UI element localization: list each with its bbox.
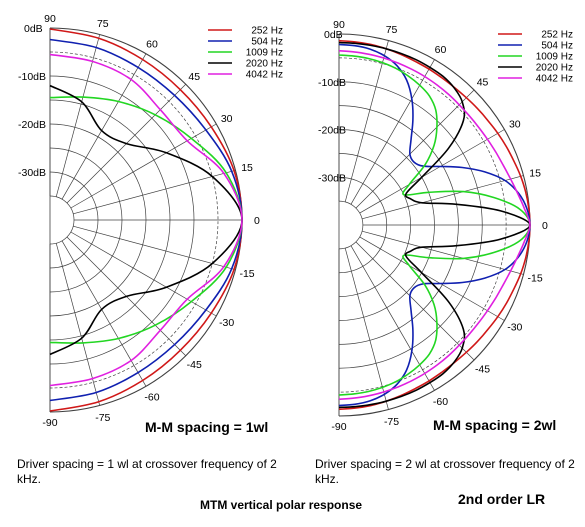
radial-tick-label: -30dB <box>18 167 46 179</box>
legend-label: 4042 Hz <box>246 70 283 81</box>
grid-spoke <box>344 40 389 203</box>
grid-ring <box>338 200 364 250</box>
angle-tick-label: -60 <box>144 392 159 404</box>
spacing-label-right: M-M spacing = 2wl <box>433 417 556 433</box>
radial-tick-label: -10dB <box>18 71 46 83</box>
legend-label: 504 Hz <box>251 37 283 48</box>
grid-spoke <box>350 245 435 391</box>
angle-tick-label: -75 <box>384 416 399 428</box>
spacing-label-left: M-M spacing = 1wl <box>145 419 268 435</box>
angle-tick-label: -30 <box>219 317 234 329</box>
angle-tick-label: -45 <box>187 359 202 371</box>
grid-spoke <box>350 59 435 205</box>
angle-tick-label: -15 <box>239 268 254 280</box>
angle-tick-label: 15 <box>241 162 253 174</box>
grid-spoke <box>61 240 147 387</box>
angle-tick-label: -90 <box>42 417 57 429</box>
angle-tick-label: 45 <box>477 76 489 88</box>
angle-tick-label: 60 <box>435 44 447 56</box>
grid-spoke <box>359 129 505 214</box>
angle-tick-label: 30 <box>509 119 521 131</box>
legend-label: 2020 Hz <box>246 59 283 70</box>
grid-spoke <box>73 225 236 271</box>
series-line-4042-hz <box>49 53 243 387</box>
angle-tick-label: 0 <box>254 215 260 227</box>
grid-spoke <box>344 247 389 410</box>
legend-label: 1009 Hz <box>246 48 283 59</box>
grid-spoke <box>70 231 217 317</box>
figure-title: MTM vertical polar response <box>200 498 363 512</box>
angle-tick-label: 0 <box>542 220 548 232</box>
legend-label: 2020 Hz <box>536 63 573 74</box>
grid-spoke <box>355 241 475 361</box>
angle-tick-label: 90 <box>333 19 345 31</box>
angle-tick-label: -45 <box>475 364 490 376</box>
crossover-order-label: 2nd order LR <box>458 491 546 507</box>
grid-spoke <box>70 123 217 209</box>
grid-spoke <box>355 89 475 209</box>
radial-tick-label: -10dB <box>318 77 346 89</box>
series-line-4042-hz <box>338 49 531 401</box>
angle-tick-label: 45 <box>188 71 200 83</box>
angle-tick-label: -90 <box>331 421 346 433</box>
radial-tick-label: -30dB <box>318 172 346 184</box>
angle-tick-label: -75 <box>95 412 110 424</box>
angle-tick-label: -15 <box>527 273 542 285</box>
polar-plot-right: 90 75 60 45 30 15 0 -15 -30 -45 -60 -75 -90 0dB -10dB -… <box>318 19 573 433</box>
angle-tick-label: 90 <box>44 13 56 25</box>
caption-right: Driver spacing = 2 wl at crossover frequ… <box>315 457 575 486</box>
angle-tick-label: 60 <box>146 38 158 50</box>
grid-spoke <box>73 169 236 215</box>
angle-tick-label: 75 <box>97 18 109 30</box>
angle-tick-label: 75 <box>386 24 398 36</box>
radial-tick-label: 0dB <box>324 29 343 41</box>
grid-ring <box>49 51 219 389</box>
radial-tick-label: -20dB <box>318 125 346 137</box>
grid-spoke <box>61 53 147 200</box>
legend-label: 252 Hz <box>251 26 283 37</box>
radial-tick-label: -20dB <box>18 119 46 131</box>
polar-plot-left: 90 75 60 45 30 15 0 -15 -30 -45 -60 -75 -90 0dB -10dB -… <box>18 13 283 429</box>
legend-label: 252 Hz <box>541 30 573 41</box>
legend-label: 1009 Hz <box>536 52 573 63</box>
caption-left: Driver spacing = 1 wl at crossover frequ… <box>17 457 277 486</box>
angle-tick-label: -30 <box>507 322 522 334</box>
grid-spoke <box>359 236 505 321</box>
grid-ring <box>49 195 75 245</box>
angle-tick-label: 15 <box>529 167 541 179</box>
angle-tick-label: -60 <box>433 396 448 408</box>
grid-spoke <box>361 230 524 275</box>
radial-tick-label: 0dB <box>24 23 43 35</box>
legend-label: 504 Hz <box>541 41 573 52</box>
grid-spoke <box>361 175 524 220</box>
legend-label: 4042 Hz <box>536 74 573 85</box>
angle-tick-label: 30 <box>221 113 233 125</box>
